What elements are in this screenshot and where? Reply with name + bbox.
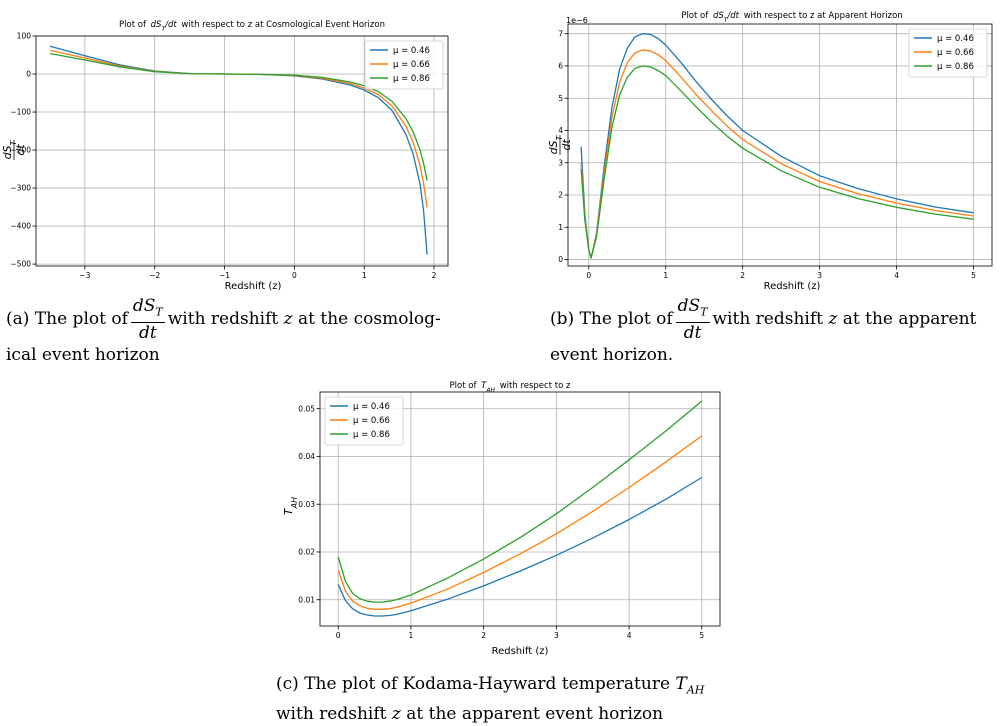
chart-b-title: Plot of dST/dt with respect to z at Appa… — [681, 11, 902, 24]
plot-frame — [567, 23, 993, 267]
y-tick-label: 6 — [558, 62, 563, 71]
chart-c-title: Plot of TAH with respect to z — [450, 381, 571, 394]
x-tick-label: −3 — [79, 271, 90, 280]
legend-label: μ = 0.46 — [937, 34, 974, 44]
x-tick-label: 2 — [740, 271, 745, 280]
legend-label: μ = 0.86 — [937, 62, 974, 72]
x-tick-label: 1 — [409, 631, 414, 640]
legend-label: μ = 0.66 — [393, 60, 430, 70]
series-line-3 — [337, 400, 703, 603]
y-tick-label: 0.01 — [298, 595, 315, 604]
chart-c-series-group — [337, 400, 703, 617]
chart-b-xlabel: Redshift (z) — [764, 281, 821, 292]
chart-c-ticks: 0 1 2 3 4 5 0.01 0.02 0.03 0.04 0.05 — [298, 404, 704, 640]
legend-label: μ = 0.66 — [937, 48, 974, 58]
series-line-3 — [580, 65, 974, 259]
x-tick-label: 2 — [432, 271, 437, 280]
chart-c-xlabel: Redshift (z) — [492, 646, 549, 657]
legend-label: μ = 0.86 — [353, 430, 390, 440]
x-tick-label: −2 — [149, 271, 160, 280]
x-tick-label: 3 — [817, 271, 822, 280]
chart-a-series-group — [49, 45, 428, 255]
y-tick-label: −200 — [10, 146, 31, 155]
x-tick-label: 2 — [481, 631, 486, 640]
y-tick-label: 0.04 — [298, 452, 315, 461]
chart-b-axes — [567, 23, 993, 267]
chart-a-ylabel: dST dt — [1, 139, 27, 160]
legend-frame — [364, 40, 444, 90]
series-line-3 — [49, 52, 428, 181]
chart-c-kodama-hayward-temperature: Plot of TAH with respect to z TAH 0 1 2 3 4 5… — [282, 381, 721, 657]
x-tick-label: 5 — [699, 631, 704, 640]
x-tick-label: 0 — [586, 271, 591, 280]
x-tick-label: 4 — [627, 631, 632, 640]
caption-c: (c) The plot of Kodama-Hayward temperatu… — [276, 674, 705, 725]
legend-label: μ = 0.46 — [393, 46, 430, 56]
x-tick-label: 0 — [292, 271, 297, 280]
y-tick-label: 0 — [26, 70, 31, 79]
chart-b-legend: μ = 0.46 μ = 0.66 μ = 0.86 — [908, 28, 988, 78]
x-tick-label: 1 — [663, 271, 668, 280]
svg-text:dt: dt — [14, 144, 27, 156]
chart-a-xlabel: Redshift (z) — [225, 281, 282, 292]
legend-label: μ = 0.66 — [353, 416, 390, 426]
legend-label: μ = 0.86 — [393, 74, 430, 84]
chart-a-legend: μ = 0.46 μ = 0.66 μ = 0.86 — [364, 40, 444, 90]
x-tick-label: 0 — [336, 631, 341, 640]
y-tick-label: −300 — [10, 184, 31, 193]
y-tick-label: 0.05 — [298, 404, 315, 413]
x-tick-label: 4 — [894, 271, 899, 280]
plot-frame — [319, 391, 721, 627]
series-line-1 — [337, 476, 703, 617]
chart-a-title: Plot of dST/dt with respect to z at Cosm… — [119, 20, 385, 33]
y-tick-label: 5 — [558, 94, 563, 103]
chart-c-ylabel: TAH — [282, 497, 299, 515]
series-line-2 — [337, 435, 703, 610]
legend-frame — [324, 396, 404, 446]
plot-frame — [35, 35, 449, 267]
y-tick-label: 4 — [558, 126, 563, 135]
y-tick-label: −500 — [10, 260, 31, 269]
y-tick-label: 0 — [558, 255, 563, 264]
legend-frame — [908, 28, 988, 78]
x-tick-label: 3 — [554, 631, 559, 640]
y-tick-label: 1 — [558, 223, 563, 232]
x-tick-label: 5 — [971, 271, 976, 280]
chart-b-offset-text: 1e−6 — [566, 16, 588, 25]
caption-a: (a) The plot of dST dt with redshift z at t… — [6, 296, 441, 366]
y-tick-label: 2 — [558, 191, 563, 200]
chart-b-ylabel: dST dt — [547, 134, 573, 155]
y-tick-label: 3 — [558, 158, 563, 167]
svg-text:dST: dST — [1, 139, 18, 159]
y-tick-label: −100 — [10, 108, 31, 117]
chart-b-series-group — [580, 33, 974, 259]
svg-text:dt: dt — [560, 139, 573, 151]
chart-a-axes — [35, 35, 449, 267]
y-tick-label: −400 — [10, 222, 31, 231]
caption-b: (b) The plot of dST dt with redshift z at t… — [550, 296, 977, 366]
x-tick-label: −1 — [219, 271, 230, 280]
svg-text:dST: dST — [547, 134, 564, 154]
y-tick-label: 100 — [17, 32, 32, 41]
y-tick-label: 0.02 — [298, 548, 315, 557]
chart-b-apparent-horizon: Plot of dST/dt with respect to z at Appa… — [547, 11, 993, 292]
chart-c-legend: μ = 0.46 μ = 0.66 μ = 0.86 — [324, 396, 404, 446]
x-tick-label: 1 — [362, 271, 367, 280]
chart-a-cosmological-horizon: Plot of dST/dt with respect to z at Cosm… — [1, 20, 449, 292]
chart-c-axes — [319, 391, 721, 627]
y-tick-label: 0.03 — [298, 500, 315, 509]
legend-label: μ = 0.46 — [353, 402, 390, 412]
chart-a-ticks: −3 −2 −1 0 1 2 100 0 −100 −200 −300 −400 −500 — [10, 32, 436, 280]
chart-b-ticks: 0 1 2 3 4 5 0 1 2 3 4 5 6 7 — [558, 29, 976, 280]
y-tick-label: 7 — [558, 29, 563, 38]
